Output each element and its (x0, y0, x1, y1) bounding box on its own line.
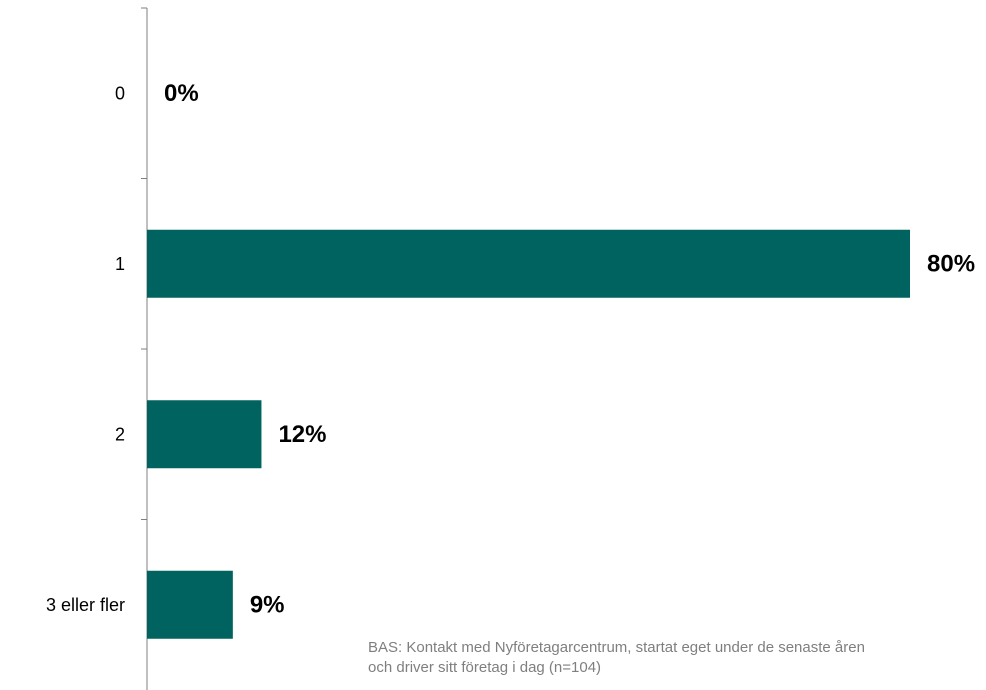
data-label: 12% (278, 421, 326, 448)
footnote-line-1: BAS: Kontakt med Nyföretagarcentrum, sta… (368, 639, 865, 656)
category-labels: 0 1 2 3 eller fler (46, 83, 125, 615)
bar-3 (147, 570, 233, 639)
bar-2 (147, 400, 262, 469)
category-label: 3 eller fler (46, 595, 125, 615)
y-axis (141, 7, 148, 690)
data-label: 0% (164, 80, 199, 107)
data-label: 9% (250, 591, 285, 618)
category-label: 2 (115, 424, 125, 444)
bars (147, 229, 910, 639)
footnote-line-2: och driver sitt företag i dag (n=104) (368, 659, 602, 676)
category-label: 0 (115, 83, 125, 103)
bar-1 (147, 229, 910, 298)
category-label: 1 (115, 254, 125, 274)
data-label: 80% (927, 250, 975, 277)
footnote: BAS: Kontakt med Nyföretagarcentrum, sta… (368, 638, 986, 678)
data-labels: 0% 80% 12% 9% (164, 80, 975, 619)
